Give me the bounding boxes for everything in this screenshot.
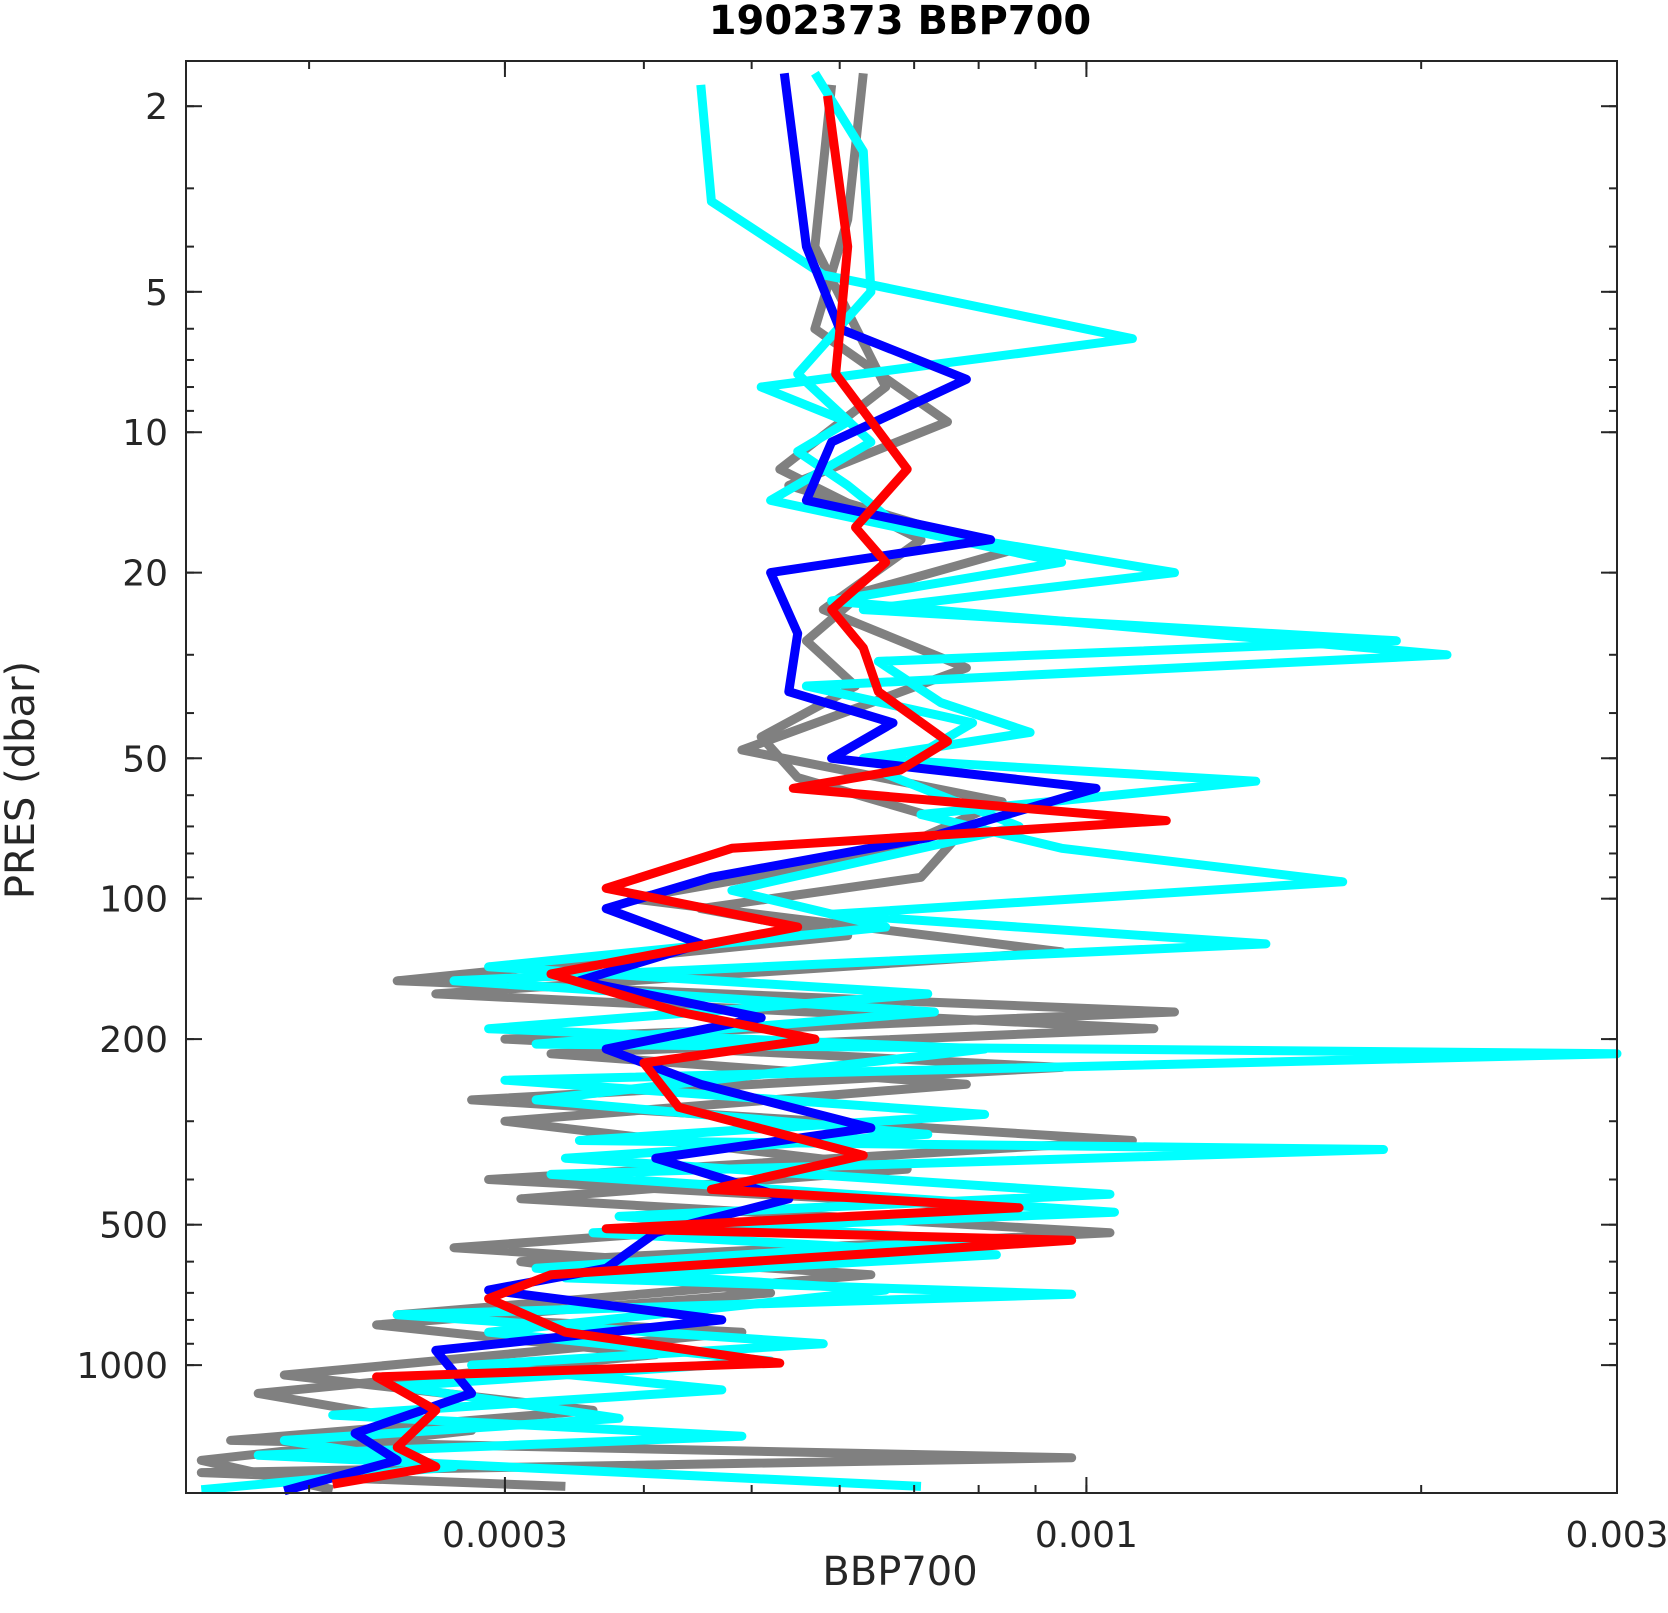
y-tick-label: 100 (99, 880, 168, 921)
y-tick-label: 10 (122, 413, 168, 454)
series-line-6 (331, 95, 1171, 1489)
series-lines (196, 70, 1622, 1496)
y-tick-label: 500 (99, 1206, 168, 1247)
y-tick-label: 2 (145, 87, 168, 128)
tick-labels: 2 5 10 20 50 100 200 500 1000 0.0003 0.001 0.003 (76, 87, 1668, 1556)
axis-ticks (186, 61, 1618, 1493)
x-tick-label: 0.001 (1035, 1515, 1138, 1556)
plot-frame (185, 60, 1618, 1494)
y-tick-label: 1000 (76, 1346, 168, 1387)
y-tick-label: 50 (122, 739, 168, 780)
y-tick-label: 200 (99, 1020, 168, 1061)
x-tick-label: 0.003 (1565, 1515, 1668, 1556)
y-tick-label: 5 (145, 273, 168, 314)
series-line-1 (196, 72, 1179, 1491)
y-tick-label: 20 (122, 554, 168, 595)
x-tick-label: 0.0003 (442, 1515, 568, 1556)
x-axis-label: BBP700 (822, 1549, 977, 1595)
y-axis-label: PRES (dbar) (0, 661, 44, 899)
chart-title: 1902373 BBP700 (709, 0, 1092, 44)
